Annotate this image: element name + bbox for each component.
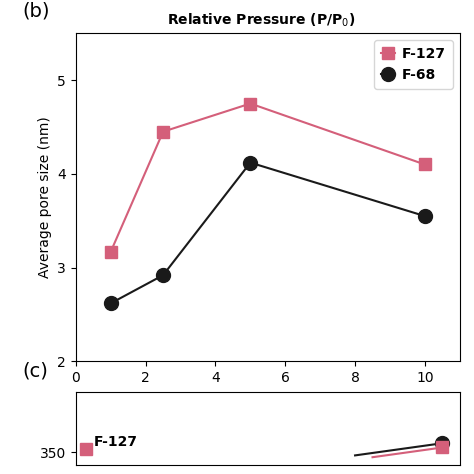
Text: F-127: F-127 xyxy=(93,435,137,449)
F-127 xyxy=(160,129,166,135)
F-127 xyxy=(247,100,253,106)
X-axis label: Molar concentration of Pluronic (1 X 10$^{-3}$ M): Molar concentration of Pluronic (1 X 10$… xyxy=(94,391,442,411)
F-127 xyxy=(108,249,114,255)
Line: F-127: F-127 xyxy=(105,98,430,257)
F-68 xyxy=(422,213,428,219)
Line: F-68: F-68 xyxy=(104,155,432,310)
Legend: F-127, F-68: F-127, F-68 xyxy=(374,40,453,89)
Text: (b): (b) xyxy=(22,1,50,20)
F-68 xyxy=(247,160,253,165)
F-127 xyxy=(422,162,428,167)
Text: Relative Pressure (P/P$_0$): Relative Pressure (P/P$_0$) xyxy=(166,12,355,29)
Text: (c): (c) xyxy=(22,362,48,381)
F-68 xyxy=(160,273,166,278)
Y-axis label: Average pore size (nm): Average pore size (nm) xyxy=(38,117,52,278)
F-68 xyxy=(108,301,114,306)
